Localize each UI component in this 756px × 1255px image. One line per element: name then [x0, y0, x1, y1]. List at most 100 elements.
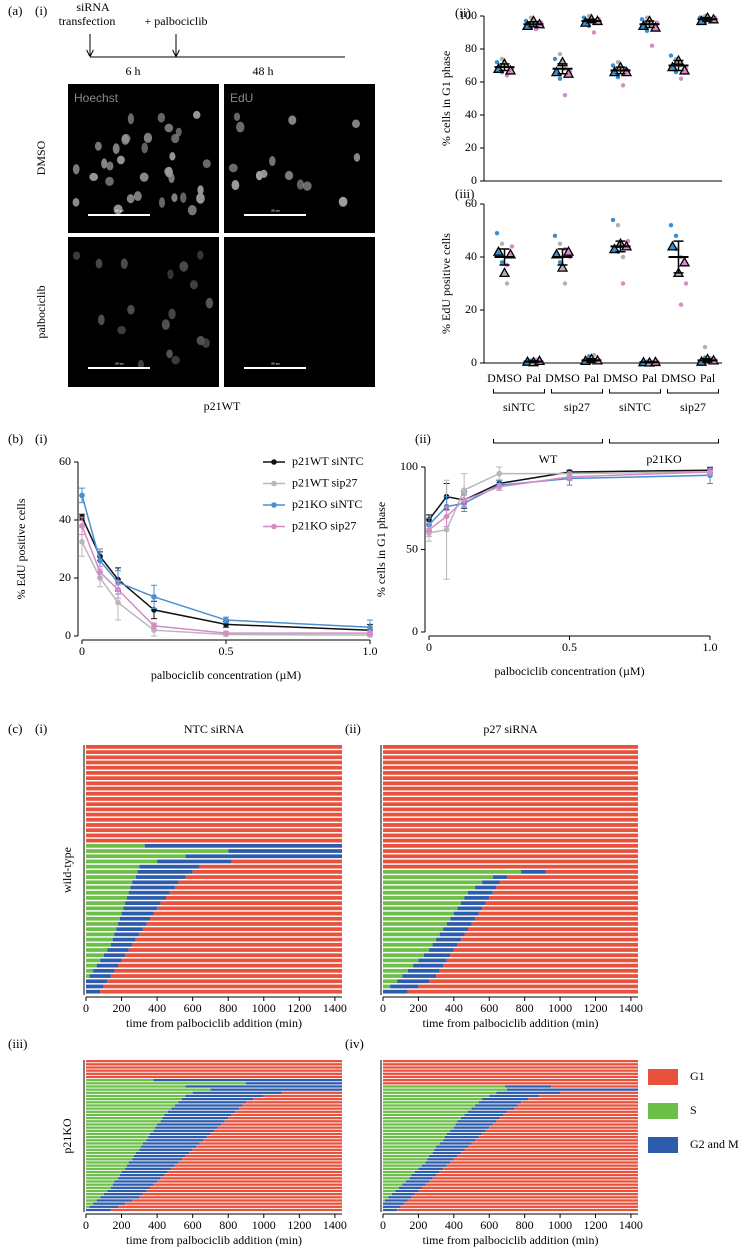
x-tick-label: Pal	[642, 371, 658, 385]
error-bar	[528, 360, 539, 364]
g2m-phase	[118, 922, 147, 926]
g1-phase	[118, 1205, 342, 1208]
g2m-phase	[112, 1183, 154, 1186]
g1-phase	[496, 885, 638, 890]
y-tick-label: 0	[412, 624, 418, 638]
s-phase	[86, 942, 111, 947]
s-phase	[86, 1104, 175, 1107]
g2m-phase	[492, 875, 507, 879]
panel-label: (c)	[8, 721, 22, 736]
g1-phase	[517, 1104, 638, 1107]
s-phase	[86, 932, 115, 937]
s-phase	[383, 922, 447, 926]
series-line	[428, 471, 711, 531]
data-point	[504, 281, 510, 286]
g1-phase	[464, 1148, 638, 1151]
x-axis-label: palbociclib concentration (µM)	[151, 668, 301, 682]
g1-phase	[86, 1072, 342, 1075]
panel-label: (i)	[35, 431, 47, 446]
timeline-label: 48 h	[253, 64, 274, 78]
nucleus	[105, 176, 114, 186]
s-phase	[383, 901, 461, 905]
g1-phase	[153, 911, 342, 916]
x-tick-label: DMSO	[487, 371, 522, 385]
g1-phase	[121, 958, 342, 963]
g1-phase	[383, 823, 638, 827]
legend-marker	[271, 480, 277, 487]
marker	[426, 526, 432, 533]
g2m-phase	[446, 1132, 483, 1136]
g1-phase	[192, 870, 342, 874]
g2m-phase	[119, 1174, 165, 1177]
g1-phase	[432, 1177, 638, 1180]
x-tick-label: 0.5	[219, 644, 234, 658]
nucleus	[228, 163, 238, 173]
g2m-phase	[406, 1180, 430, 1183]
g2m-phase	[464, 1113, 504, 1117]
data-point	[557, 76, 563, 81]
nucleus	[197, 185, 204, 195]
panel-label: (iii)	[8, 1036, 28, 1051]
nucleus	[94, 141, 102, 151]
x-tick-label: 1.0	[703, 640, 718, 654]
channel-label: Hoechst	[74, 91, 119, 105]
data-point	[557, 241, 563, 246]
nucleus	[179, 261, 189, 272]
s-phase	[86, 1136, 149, 1139]
nucleus	[202, 159, 211, 169]
data-point	[668, 53, 674, 58]
x-tick-label: 400	[148, 1001, 166, 1015]
s-phase	[383, 1199, 385, 1202]
g1-phase	[429, 1180, 638, 1183]
g1-phase	[538, 1094, 638, 1098]
g1-phase	[86, 817, 342, 822]
nucleus	[143, 132, 153, 144]
s-phase	[86, 1101, 179, 1104]
s-phase	[383, 974, 403, 978]
g1-phase	[492, 890, 638, 895]
s-phase	[86, 1155, 134, 1158]
g2m-phase	[123, 906, 158, 911]
g2m-phase	[443, 927, 468, 932]
nucleus	[116, 155, 125, 165]
g1-phase	[185, 1155, 342, 1158]
g1-phase	[86, 1066, 342, 1069]
g2m-phase	[446, 922, 472, 926]
g2m-phase	[86, 984, 104, 989]
s-phase	[383, 1132, 447, 1136]
s-phase	[86, 1094, 186, 1098]
g2m-phase	[478, 1101, 522, 1104]
g2m-phase	[471, 1107, 515, 1110]
s-phase	[86, 1158, 133, 1161]
s-phase	[383, 1117, 461, 1120]
legend-swatch	[648, 1069, 678, 1085]
legend-label: p21KO siNTC	[292, 497, 362, 511]
s-phase	[383, 1123, 456, 1126]
g1-phase	[383, 817, 638, 822]
s-phase	[383, 880, 483, 885]
g2m-phase	[137, 870, 193, 874]
x-tick-label: 1400	[323, 1001, 347, 1015]
g1-phase	[383, 838, 638, 843]
nucleus	[168, 308, 176, 320]
s-phase	[86, 968, 94, 973]
x-tick-label: 0	[380, 1218, 386, 1232]
legend-label: p21KO sip27	[292, 518, 356, 532]
y-tick-label: 50	[406, 541, 418, 555]
g2m-phase	[110, 1186, 150, 1189]
g1-phase	[475, 1139, 638, 1142]
g1-phase	[125, 953, 342, 958]
g1-phase	[551, 1085, 638, 1088]
nucleus	[284, 170, 294, 181]
group-bracket	[493, 389, 545, 394]
g2m-phase	[388, 1196, 412, 1199]
nucleus	[161, 319, 170, 330]
x-tick-label: 1000	[548, 1218, 572, 1232]
g2m-phase	[141, 1145, 197, 1148]
y-tick-label: 80	[465, 41, 477, 55]
nucleus	[112, 143, 120, 155]
g1-phase	[460, 937, 638, 942]
g2m-phase	[436, 937, 461, 942]
error-bar	[673, 240, 684, 274]
replicate-mean	[492, 245, 505, 256]
